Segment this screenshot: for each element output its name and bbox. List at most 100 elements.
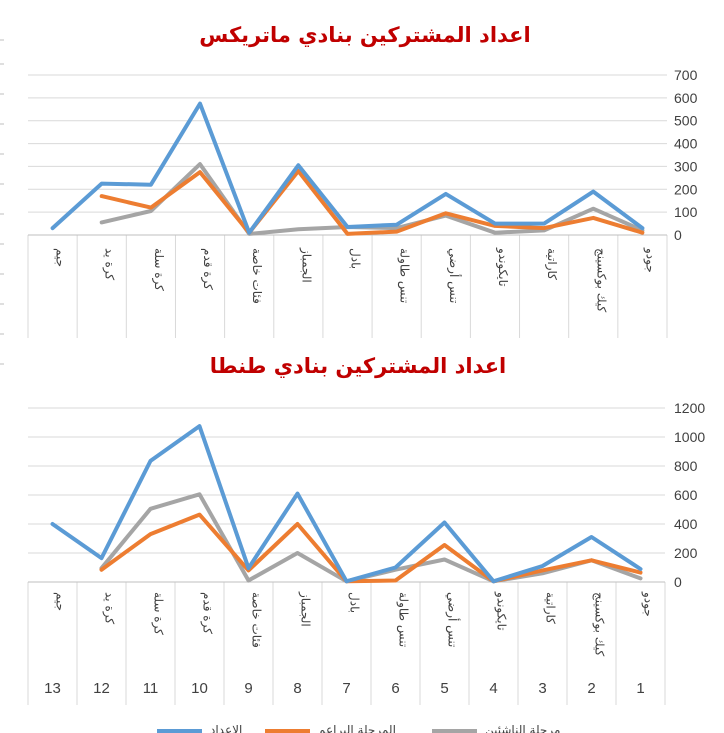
category-label: تايكوندو: [495, 247, 510, 287]
category-label: بادل: [348, 592, 362, 613]
category-number: 2: [587, 680, 595, 697]
category-label: فئات خاصة: [250, 248, 264, 304]
y-tick-label: 600: [674, 487, 698, 503]
series-line-0: [50, 424, 643, 584]
data-point: [101, 183, 103, 185]
y-tick-label: 700: [674, 67, 698, 83]
data-point: [297, 552, 298, 554]
data-point: [297, 164, 299, 166]
data-point: [150, 508, 151, 510]
category-label: كرة يد: [102, 592, 117, 624]
data-point: [444, 544, 445, 546]
category-label: كرة سلة: [151, 248, 166, 291]
data-point: [640, 568, 641, 570]
data-point: [52, 227, 54, 229]
data-point: [248, 567, 249, 569]
data-point: [494, 223, 496, 225]
data-point: [543, 229, 545, 231]
category-number: 5: [440, 680, 448, 697]
data-point: [640, 572, 641, 574]
legend-label: الاعداد: [210, 723, 242, 733]
y-tick-label: 0: [674, 574, 682, 590]
y-tick-label: 1200: [674, 400, 705, 416]
data-point: [396, 224, 398, 226]
data-point: [395, 580, 396, 582]
category-number: 7: [342, 680, 350, 697]
data-point: [592, 208, 594, 210]
data-point: [542, 565, 543, 567]
data-point: [199, 163, 201, 165]
category-number: 10: [191, 680, 208, 697]
series-line-1: [99, 169, 645, 236]
category-number: 12: [93, 680, 110, 697]
y-tick-label: 0: [674, 227, 682, 243]
category-label: كرة يد: [102, 248, 117, 280]
category-label: جودو: [642, 247, 657, 273]
data-point: [396, 227, 398, 229]
data-point: [542, 572, 543, 574]
category-number: 3: [538, 680, 546, 697]
data-point: [347, 226, 348, 228]
category-label: بادل: [349, 248, 363, 269]
category-number: 13: [44, 680, 61, 697]
data-point: [199, 514, 200, 516]
legend-label: المرحلة البراعم: [318, 723, 396, 733]
category-label: تنس أرضي: [446, 248, 462, 303]
data-point: [444, 559, 445, 561]
category-label: كيك بوكسينج: [593, 248, 608, 312]
category-label: الجمباز: [298, 591, 313, 627]
chart-matrix-club: اعداد المشتركين بنادي ماتريكس 0 100 200 300…: [0, 23, 698, 365]
data-point: [640, 577, 641, 579]
data-point: [101, 195, 103, 197]
y-tick-label: 200: [674, 181, 698, 197]
data-point: [493, 580, 494, 582]
data-point: [150, 533, 151, 535]
legend: الاعداد المرحلة البراعم مرحلة الناشئين: [157, 723, 560, 733]
data-point: [591, 559, 592, 561]
category-number: 6: [391, 680, 399, 697]
data-point: [199, 425, 200, 427]
data-point: [150, 207, 152, 209]
category-label: الجمباز: [298, 247, 313, 283]
chart1-title: اعداد المشتركين بنادي ماتريكس: [199, 23, 530, 48]
data-point: [445, 193, 447, 195]
data-point: [543, 223, 545, 225]
category-number: 9: [244, 680, 252, 697]
category-label: كرة قدم: [200, 592, 215, 634]
category-label: كيك بوكسينج: [592, 592, 607, 656]
category-label: تنس طاولة: [396, 592, 411, 647]
data-point: [297, 170, 299, 172]
category-label: كرة سلة: [151, 592, 166, 635]
chart2-title: اعداد المشتركين بنادي طنطا: [210, 354, 507, 379]
data-point: [395, 567, 396, 568]
category-label: جيم: [54, 248, 68, 267]
data-point: [494, 232, 496, 234]
data-point: [542, 569, 543, 571]
data-point: [199, 493, 200, 495]
data-point: [297, 228, 299, 230]
data-point: [150, 460, 151, 462]
y-tick-label: 800: [674, 458, 698, 474]
data-point: [52, 523, 53, 525]
category-label: كرة قدم: [200, 248, 215, 290]
y-tick-label: 600: [674, 90, 698, 106]
y-tick-label: 1000: [674, 429, 705, 445]
data-point: [592, 191, 594, 193]
chart-tanta-club: اعداد المشتركين بنادي طنطا 0 200 400 600 800…: [27, 354, 705, 705]
data-point: [199, 171, 201, 173]
data-point: [641, 232, 643, 234]
data-point: [248, 232, 250, 234]
y-tick-label: 400: [674, 136, 698, 152]
data-point: [101, 569, 102, 571]
data-point: [641, 227, 643, 229]
data-point: [297, 493, 298, 495]
y-tick-label: 100: [674, 204, 698, 220]
data-point: [101, 221, 103, 223]
category-label: تنس طاولة: [397, 248, 412, 303]
data-point: [199, 103, 201, 105]
y-tick-label: 200: [674, 545, 698, 561]
data-point: [445, 212, 447, 214]
category-label: جيم: [54, 592, 68, 611]
category-label: جودو: [641, 591, 656, 617]
